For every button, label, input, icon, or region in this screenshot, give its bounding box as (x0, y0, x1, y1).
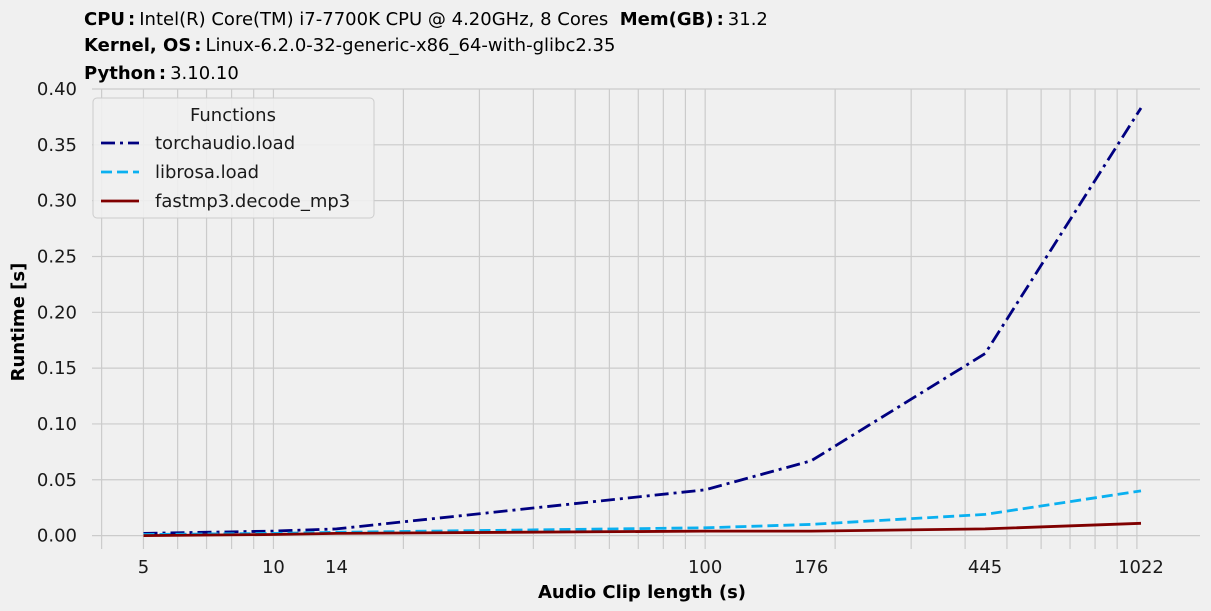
x-tick-label: 176 (794, 557, 828, 578)
kernel-value: Linux-6.2.0-32-generic-x86_64-with-glibc… (205, 35, 616, 56)
x-tick-label: 10 (262, 557, 285, 578)
series-lines (143, 107, 1143, 537)
python-value: 3.10.10 (170, 63, 239, 84)
header-line-2: Kernel, OS: Linux-6.2.0-32-generic-x86_64… (84, 35, 615, 56)
legend-label: fastmp3.decode_mp3 (155, 191, 350, 212)
y-tick-label: 0.35 (37, 135, 77, 156)
cpu-value: Intel(R) Core(TM) i7-7700K CPU @ 4.20GHz… (139, 9, 609, 30)
kernel-label: Kernel, OS (84, 35, 192, 56)
x-tick-label: 5 (138, 557, 149, 578)
x-tick-labels: 5 10 14 100 176 445 1022 (138, 557, 1164, 578)
y-tick-label: 0.00 (37, 526, 77, 547)
series-line-torchaudio-load (143, 107, 1143, 535)
legend-box (92, 97, 375, 219)
x-tick-label: 1022 (1118, 557, 1164, 578)
x-tick-label: 445 (968, 557, 1002, 578)
y-tick-label: 0.10 (37, 414, 77, 435)
cpu-label: CPU (84, 9, 126, 30)
mem-value: 31.2 (727, 9, 768, 30)
x-tick-label: 100 (688, 557, 722, 578)
y-tick-label: 0.25 (37, 246, 77, 267)
mem-label: Mem(GB) (619, 9, 714, 30)
legend-label: torchaudio.load (155, 133, 295, 154)
legend: Functions torchaudio.load librosa.load fas… (92, 97, 375, 219)
x-axis-label: Audio Clip length (s) (538, 582, 746, 603)
y-tick-label: 0.30 (37, 191, 77, 212)
python-colon: : (158, 63, 167, 84)
python-label: Python (84, 63, 156, 84)
header-line-3: Python:3.10.10 (84, 63, 239, 84)
legend-title: Functions (190, 105, 276, 126)
series-line-fastmp3-decode-mp3 (143, 521, 1142, 537)
mem-colon: : (716, 9, 724, 30)
kernel-colon: : (194, 35, 202, 56)
y-tick-labels: 0.00 0.05 0.10 0.15 0.20 0.25 0.30 0.35 0.40 (37, 79, 77, 547)
legend-label: librosa.load (155, 162, 259, 183)
x-tick-label: 14 (325, 557, 348, 578)
cpu-colon: : (128, 9, 136, 30)
header-line-1: CPU: Intel(R) Core(TM) i7-7700K CPU @ 4.2… (84, 9, 768, 30)
y-tick-label: 0.40 (37, 79, 77, 100)
y-axis-label: Runtime [s] (8, 263, 29, 382)
y-tick-label: 0.15 (37, 358, 77, 379)
y-tick-label: 0.20 (37, 302, 77, 323)
y-tick-label: 0.05 (37, 470, 77, 491)
